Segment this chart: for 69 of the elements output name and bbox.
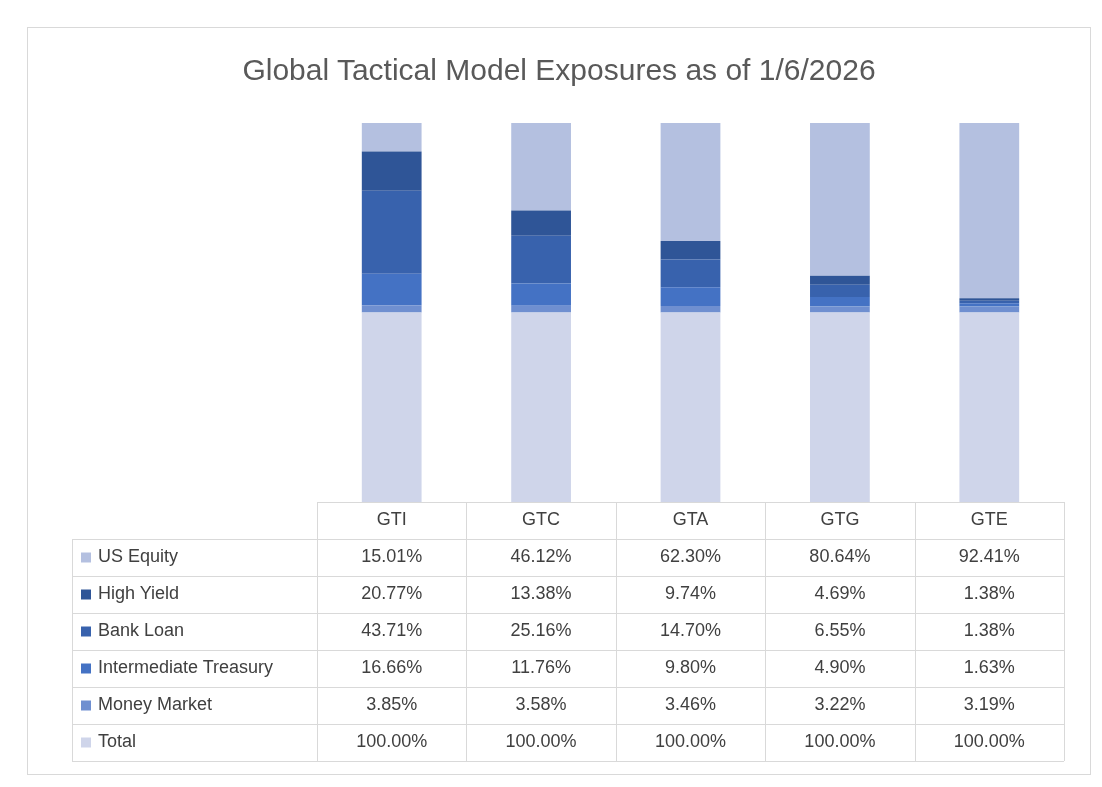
bar xyxy=(511,123,571,211)
bar xyxy=(511,312,571,502)
legend-label: Bank Loan xyxy=(98,620,185,641)
bar xyxy=(660,241,721,260)
data-label: 1.63% xyxy=(963,657,1015,678)
bar xyxy=(361,151,422,191)
bar xyxy=(959,312,1020,502)
bar xyxy=(361,273,422,306)
data-label: 14.70% xyxy=(659,620,722,641)
bar xyxy=(810,123,870,276)
data-label: 1.38% xyxy=(963,620,1015,641)
data-label: 80.64% xyxy=(809,546,871,567)
x-tick-label: GTE xyxy=(970,509,1008,530)
bar xyxy=(361,305,422,313)
bar xyxy=(959,123,1020,299)
data-label: 20.77% xyxy=(361,583,423,604)
bar xyxy=(511,235,571,284)
data-label: 9.80% xyxy=(664,657,717,678)
data-label: 46.12% xyxy=(510,546,572,567)
data-label: 100.00% xyxy=(654,731,727,752)
legend-label: High Yield xyxy=(98,583,180,604)
chart-title: Global Tactical Model Exposures as of 1/6/2026 xyxy=(242,53,876,87)
bar xyxy=(660,259,721,288)
bar xyxy=(660,123,721,242)
x-tick-label: GTA xyxy=(672,509,709,530)
bar xyxy=(810,275,870,285)
data-label: 100.00% xyxy=(953,731,1025,752)
data-label: 15.01% xyxy=(361,546,423,567)
data-label: 43.71% xyxy=(361,620,423,641)
data-label: 1.38% xyxy=(963,583,1015,604)
x-tick-label: GTC xyxy=(522,509,561,530)
bar xyxy=(361,190,422,274)
legend-label: US Equity xyxy=(98,546,179,567)
data-label: 62.30% xyxy=(659,546,722,567)
data-label: 25.16% xyxy=(510,620,572,641)
data-label: 16.66% xyxy=(361,657,423,678)
bar xyxy=(810,312,870,502)
bar xyxy=(660,287,721,306)
data-label: 6.55% xyxy=(814,620,866,641)
data-label: 3.85% xyxy=(366,694,418,715)
data-label: 11.76% xyxy=(511,657,571,678)
data-label: 3.19% xyxy=(963,694,1015,715)
legend-label: Total xyxy=(98,731,137,752)
bar xyxy=(511,283,571,306)
bar xyxy=(810,306,870,313)
legend-label: Intermediate Treasury xyxy=(98,657,274,678)
data-label: 100.00% xyxy=(356,731,428,752)
bar xyxy=(660,305,721,313)
bar xyxy=(511,210,571,236)
bar xyxy=(660,312,721,502)
data-label: 4.69% xyxy=(814,583,866,604)
data-label: 13.38% xyxy=(510,583,572,604)
bar xyxy=(810,284,870,298)
data-label: 4.90% xyxy=(814,657,866,678)
data-label: 9.74% xyxy=(664,583,717,604)
data-label: 92.41% xyxy=(958,546,1020,567)
data-label: 100.00% xyxy=(804,731,876,752)
data-label: 100.00% xyxy=(505,731,577,752)
bar xyxy=(361,123,422,152)
x-tick-label: GTI xyxy=(376,509,407,530)
x-tick-label: GTG xyxy=(820,509,860,530)
bar xyxy=(810,297,870,307)
data-label: 3.22% xyxy=(814,694,866,715)
bar xyxy=(511,305,571,313)
bar xyxy=(959,306,1020,313)
data-label: 3.58% xyxy=(515,694,567,715)
legend-label: Money Market xyxy=(98,694,213,715)
bar xyxy=(361,312,422,502)
data-label: 3.46% xyxy=(664,694,717,715)
